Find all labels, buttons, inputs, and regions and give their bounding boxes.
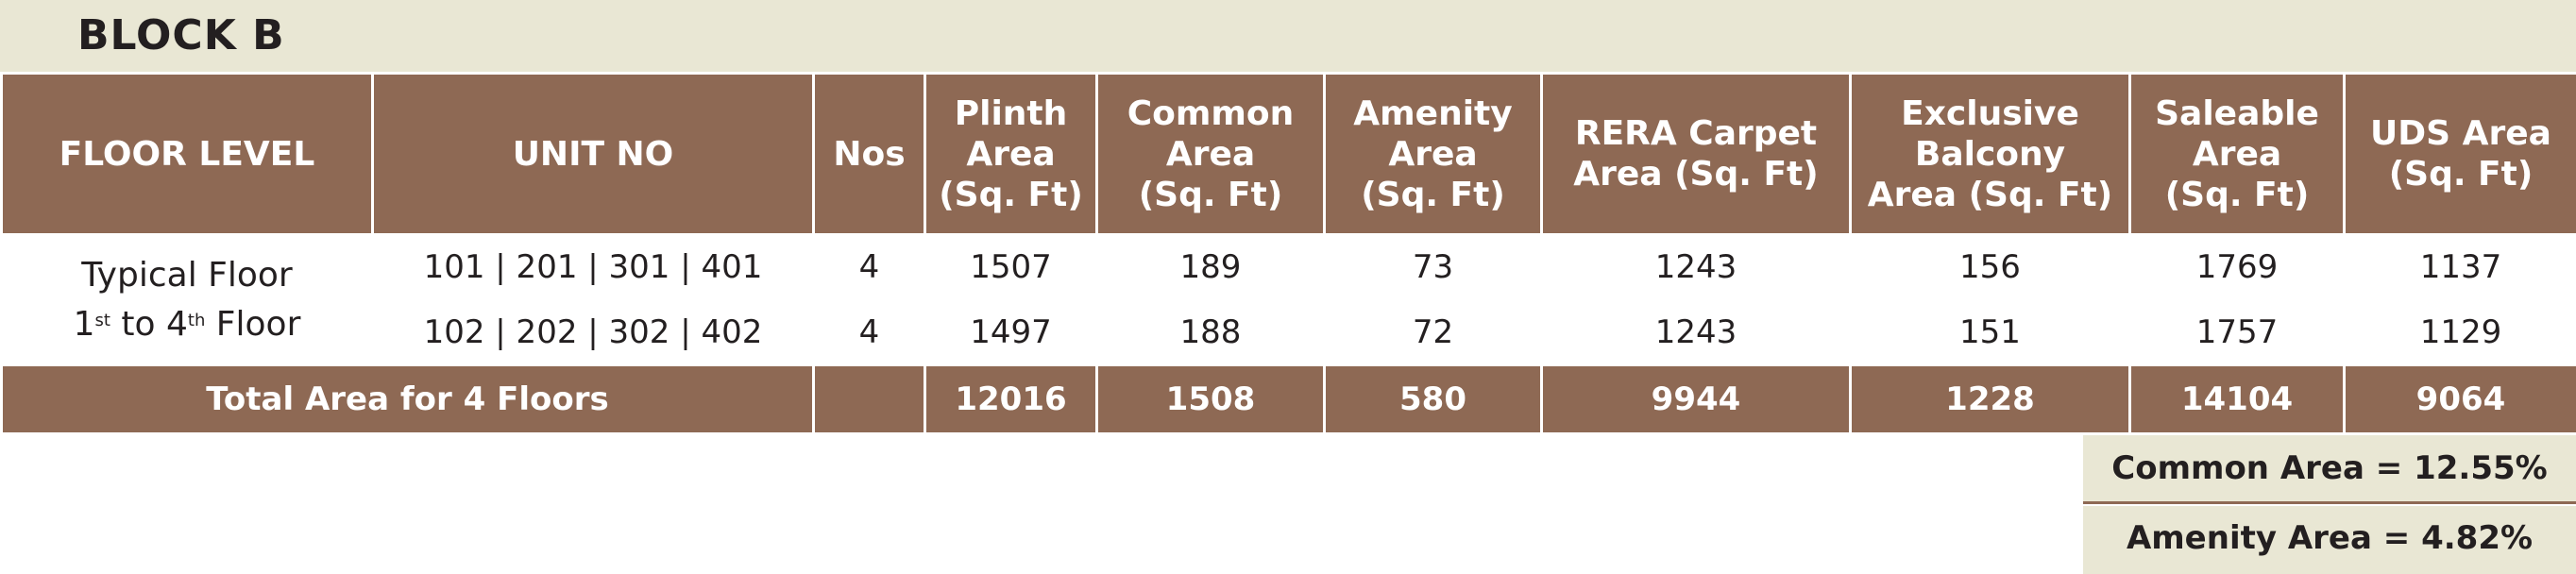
nos-cell: 4 xyxy=(812,233,926,301)
header-line: Area (Sq. Ft) xyxy=(1573,155,1819,194)
floor-end-suffix: th xyxy=(187,310,206,330)
rera-cell: 1243 xyxy=(1540,298,1852,366)
header-line: Amenity xyxy=(1353,93,1513,133)
total-rera: 9944 xyxy=(1540,363,1852,435)
header-line: Area xyxy=(2192,134,2282,174)
header-row: FLOOR LEVEL UNIT NO Nos Plinth Area (Sq.… xyxy=(0,72,2576,236)
amenity-cell: 73 xyxy=(1323,233,1543,301)
header-line: (Sq. Ft) xyxy=(1361,175,1505,214)
balcony-cell: 151 xyxy=(1849,298,2131,366)
summary-divider xyxy=(2083,501,2576,504)
unit-no-cell: 101 | 201 | 301 | 401 xyxy=(371,233,815,301)
header-line: (Sq. Ft) xyxy=(2164,175,2310,214)
total-row: Total Area for 4 Floors 12016 1508 580 9… xyxy=(0,363,2576,435)
header-line: (Sq. Ft) xyxy=(939,175,1083,214)
amenity-cell: 72 xyxy=(1323,298,1543,366)
header-uds-area: UDS Area (Sq. Ft) xyxy=(2343,72,2576,236)
total-saleable: 14104 xyxy=(2128,363,2346,435)
floor-start: 1 xyxy=(73,304,95,344)
floor-end: Floor xyxy=(205,304,301,344)
floor-mid: to 4 xyxy=(110,304,188,344)
total-amenity: 580 xyxy=(1323,363,1543,435)
header-nos: Nos xyxy=(812,72,926,236)
table-row: 102 | 202 | 302 | 402 4 1497 188 72 1243… xyxy=(2,298,2576,366)
header-floor-level: FLOOR LEVEL xyxy=(0,72,374,236)
header-plinth-area: Plinth Area (Sq. Ft) xyxy=(924,72,1098,236)
header-line: Saleable xyxy=(2155,93,2319,133)
header-line: Exclusive xyxy=(1901,93,2079,133)
total-nos xyxy=(812,363,926,435)
nos-cell: 4 xyxy=(812,298,926,366)
header-saleable-area: Saleable Area (Sq. Ft) xyxy=(2128,72,2346,236)
header-line: UDS Area xyxy=(2370,114,2551,153)
total-label: Total Area for 4 Floors xyxy=(0,363,815,435)
saleable-cell: 1769 xyxy=(2128,233,2346,301)
header-line: RERA Carpet xyxy=(1574,114,1818,153)
header-line: Balcony xyxy=(1914,134,2066,174)
header-line: Area xyxy=(1165,134,1256,174)
header-line: (Sq. Ft) xyxy=(2388,155,2534,194)
header-exclusive-balcony-area: Exclusive Balcony Area (Sq. Ft) xyxy=(1849,72,2131,236)
header-common-area: Common Area (Sq. Ft) xyxy=(1095,72,1326,236)
total-uds: 9064 xyxy=(2343,363,2576,435)
amenity-area-summary: Amenity Area = 4.82% xyxy=(2083,506,2576,574)
header-line: Area (Sq. Ft) xyxy=(1867,175,2113,214)
uds-cell: 1129 xyxy=(2343,298,2576,366)
total-common: 1508 xyxy=(1095,363,1326,435)
header-line: Common xyxy=(1127,93,1295,133)
floor-level-line: 1st to 4th Floor xyxy=(3,300,371,349)
floor-level-cell: Typical Floor 1st to 4th Floor xyxy=(0,233,374,366)
table-row: Typical Floor 1st to 4th Floor 101 | 201… xyxy=(0,233,2576,366)
header-unit-no: UNIT NO xyxy=(371,72,815,236)
unit-no-cell: 102 | 202 | 302 | 402 xyxy=(371,298,815,366)
title-bar: BLOCK B xyxy=(0,0,2576,72)
header-amenity-area: Amenity Area (Sq. Ft) xyxy=(1323,72,1543,236)
floor-level-line: Typical Floor xyxy=(81,255,293,295)
uds-cell: 1137 xyxy=(2343,233,2576,301)
header-rera-carpet-area: RERA Carpet Area (Sq. Ft) xyxy=(1540,72,1852,236)
header-line: Plinth xyxy=(954,93,1068,133)
header-line: (Sq. Ft) xyxy=(1138,175,1283,214)
header-line: Area xyxy=(966,134,1056,174)
rera-cell: 1243 xyxy=(1540,233,1852,301)
common-cell: 188 xyxy=(1095,298,1326,366)
total-plinth: 12016 xyxy=(924,363,1098,435)
total-balcony: 1228 xyxy=(1849,363,2131,435)
plinth-cell: 1497 xyxy=(924,298,1098,366)
common-cell: 189 xyxy=(1095,233,1326,301)
area-table: FLOOR LEVEL UNIT NO Nos Plinth Area (Sq.… xyxy=(0,72,2576,435)
common-area-summary: Common Area = 12.55% xyxy=(2083,435,2576,501)
balcony-cell: 156 xyxy=(1849,233,2131,301)
saleable-cell: 1757 xyxy=(2128,298,2346,366)
floor-start-suffix: st xyxy=(94,310,110,330)
header-line: Area xyxy=(1388,134,1478,174)
block-title: BLOCK B xyxy=(77,11,285,59)
plinth-cell: 1507 xyxy=(924,233,1098,301)
